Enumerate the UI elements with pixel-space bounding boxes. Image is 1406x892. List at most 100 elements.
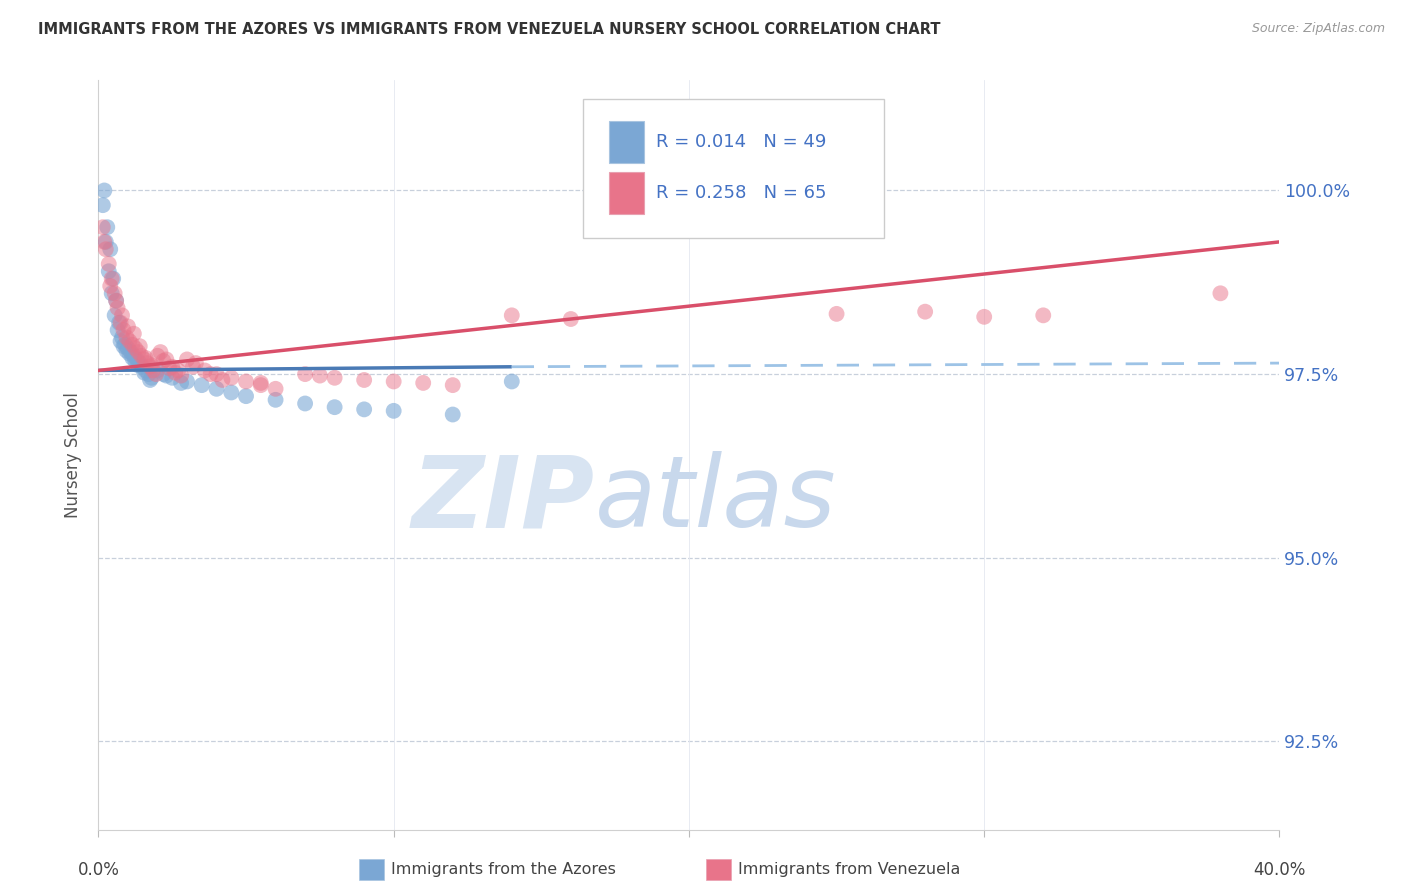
Point (294, 396, 316, 410)
Point (132, 359, 155, 374)
Point (264, 382, 287, 396)
Point (205, 382, 228, 396)
Point (382, 404, 405, 418)
Point (737, 179, 759, 194)
Point (1032, 309, 1054, 323)
FancyBboxPatch shape (582, 99, 884, 237)
Point (104, 309, 127, 323)
Point (107, 301, 129, 315)
Point (139, 359, 162, 374)
Text: atlas: atlas (595, 451, 837, 549)
Point (914, 304, 936, 318)
Point (122, 349, 145, 363)
Point (309, 368, 332, 383)
Point (127, 359, 149, 373)
Point (97, 257, 120, 271)
Text: R = 0.014   N = 49: R = 0.014 N = 49 (655, 134, 827, 152)
Text: R = 0.258   N = 65: R = 0.258 N = 65 (655, 185, 827, 202)
Point (560, 312, 582, 326)
Point (1209, 286, 1232, 301)
Point (176, 352, 198, 367)
Point (155, 368, 177, 383)
Point (200, 367, 222, 381)
Point (184, 356, 207, 370)
Point (110, 316, 132, 330)
Point (117, 342, 139, 356)
Point (121, 337, 143, 351)
Point (108, 316, 131, 330)
Point (103, 271, 125, 285)
Point (125, 352, 148, 367)
Point (194, 363, 217, 377)
Point (176, 375, 198, 389)
Point (112, 339, 135, 353)
Point (122, 326, 145, 341)
Point (825, 307, 848, 321)
Point (146, 363, 169, 377)
Point (205, 367, 228, 381)
Point (100, 286, 122, 301)
Point (141, 371, 163, 385)
Point (110, 334, 132, 348)
Point (250, 376, 273, 390)
Point (678, 184, 700, 198)
Point (139, 373, 162, 387)
Point (138, 367, 160, 381)
Point (115, 343, 138, 358)
Point (181, 359, 204, 374)
Point (211, 373, 233, 387)
Point (155, 352, 177, 367)
Point (157, 361, 180, 376)
Text: ZIP: ZIP (412, 451, 595, 549)
Point (136, 356, 159, 370)
Point (111, 330, 134, 344)
Point (112, 323, 135, 337)
Point (146, 349, 169, 363)
Point (145, 367, 167, 381)
Point (134, 366, 156, 380)
Point (142, 363, 165, 377)
Point (105, 293, 128, 308)
Point (165, 366, 187, 380)
Point (323, 400, 346, 414)
Point (91, 198, 114, 212)
Point (94, 235, 117, 249)
Point (98, 242, 121, 256)
Point (91, 220, 114, 235)
Text: 40.0%: 40.0% (1253, 861, 1306, 879)
Point (94, 242, 117, 256)
Point (134, 352, 156, 367)
Point (129, 349, 152, 363)
Text: Immigrants from Venezuela: Immigrants from Venezuela (738, 863, 960, 877)
Point (107, 323, 129, 337)
Point (250, 378, 273, 392)
Point (111, 309, 134, 323)
Text: 0.0%: 0.0% (77, 861, 120, 879)
Point (973, 310, 995, 324)
Point (264, 392, 287, 407)
Point (323, 371, 346, 385)
Point (115, 330, 138, 344)
Point (167, 363, 190, 377)
Y-axis label: Nursery School: Nursery School (65, 392, 83, 518)
Point (162, 371, 183, 385)
Point (149, 345, 172, 359)
Point (353, 373, 375, 387)
Point (118, 334, 141, 348)
Point (100, 271, 122, 285)
Point (170, 376, 193, 390)
Bar (609, 172, 644, 214)
Point (135, 351, 157, 365)
Point (118, 346, 141, 360)
Point (501, 375, 523, 389)
Point (441, 408, 464, 422)
Point (127, 345, 149, 359)
Point (141, 359, 163, 373)
Text: Immigrants from the Azores: Immigrants from the Azores (391, 863, 616, 877)
Text: Source: ZipAtlas.com: Source: ZipAtlas.com (1251, 22, 1385, 36)
Point (124, 342, 146, 356)
Point (104, 286, 127, 301)
Point (221, 385, 243, 400)
Point (128, 339, 150, 353)
Point (121, 351, 143, 365)
